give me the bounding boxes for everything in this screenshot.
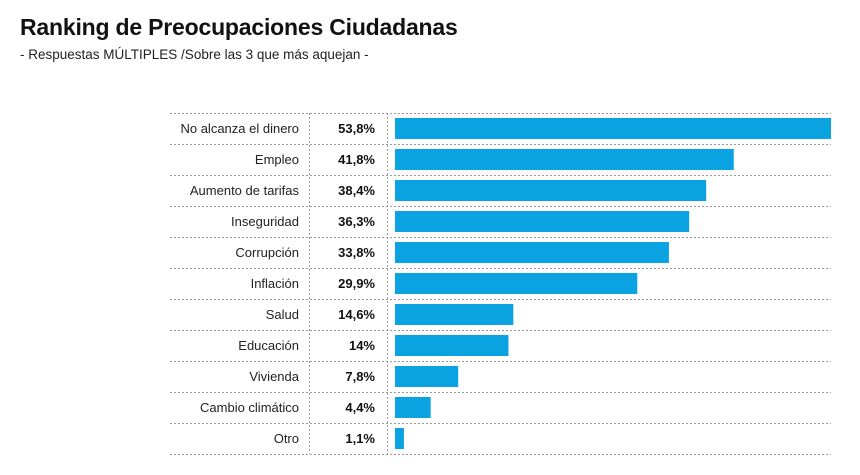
value-label: 36,3%: [338, 214, 375, 229]
bar: [395, 242, 669, 263]
bar: [395, 366, 459, 387]
chart-subtitle: - Respuestas MÚLTIPLES /Sobre las 3 que …: [20, 47, 369, 62]
category-label: Cambio climático: [200, 400, 299, 415]
bar: [395, 211, 690, 232]
category-label: Corrupción: [235, 245, 299, 260]
value-label: 33,8%: [338, 245, 375, 260]
bar: [395, 149, 734, 170]
value-label: 14,6%: [338, 307, 375, 322]
bar: [395, 428, 404, 449]
bar: [395, 273, 638, 294]
bar: [395, 180, 707, 201]
category-label: Inflación: [251, 276, 299, 291]
bar: [395, 335, 509, 356]
value-label: 7,8%: [345, 369, 375, 384]
value-label: 4,4%: [345, 400, 375, 415]
value-label: 41,8%: [338, 152, 375, 167]
category-label: No alcanza el dinero: [180, 121, 299, 136]
chart-title: Ranking de Preocupaciones Ciudadanas: [20, 14, 458, 40]
category-label: Vivienda: [249, 369, 299, 384]
bar: [395, 304, 514, 325]
value-label: 1,1%: [345, 431, 375, 446]
value-label: 53,8%: [338, 121, 375, 136]
category-label: Aumento de tarifas: [190, 183, 300, 198]
category-label: Inseguridad: [231, 214, 299, 229]
category-label: Otro: [274, 431, 299, 446]
category-label: Empleo: [255, 152, 299, 167]
value-label: 14%: [349, 338, 375, 353]
value-label: 38,4%: [338, 183, 375, 198]
bar: [395, 118, 831, 139]
value-label: 29,9%: [338, 276, 375, 291]
category-label: Salud: [266, 307, 299, 322]
bar: [395, 397, 431, 418]
category-label: Educación: [238, 338, 299, 353]
